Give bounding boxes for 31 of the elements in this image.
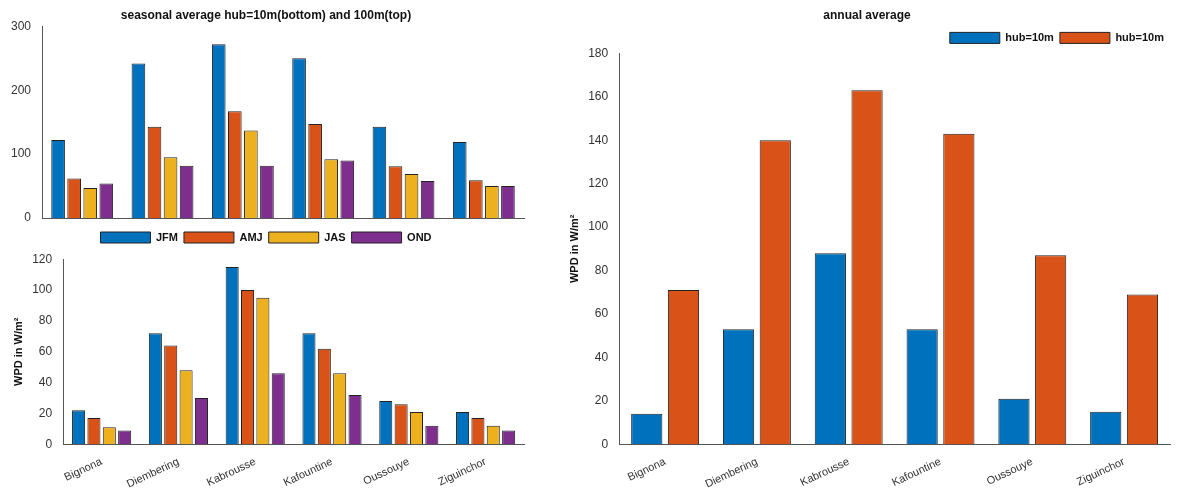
chart-title: annual average (823, 7, 912, 22)
y-tick-label: 100 (588, 219, 609, 234)
y-tick-label: 180 (588, 45, 609, 60)
y-axis-title: WPD in W/m² (567, 214, 580, 284)
chart-title: seasonal average hub=10m(bottom) and 100m(top) (120, 7, 412, 22)
legend-label: JAS (324, 230, 346, 243)
y-tick-label: 80 (38, 313, 53, 328)
y-tick-label: 20 (38, 405, 53, 420)
legend-label: hub=10m (1005, 30, 1055, 43)
y-tick-label: 120 (588, 176, 609, 190)
y-tick-label: 300 (10, 18, 32, 33)
y-tick-label: 60 (38, 344, 53, 359)
y-tick-label: 40 (594, 349, 609, 364)
y-tick-label: 100 (32, 282, 53, 297)
y-tick-label: 0 (24, 210, 32, 225)
y-tick-label: 100 (10, 146, 32, 161)
legend-label: JFM (155, 230, 178, 243)
legend-label: AMJ (239, 230, 263, 243)
y-tick-label: 140 (588, 132, 609, 147)
legend-label: hub=10m (1115, 30, 1165, 43)
y-tick-label: 60 (594, 306, 609, 321)
y-tick-label: 40 (38, 374, 53, 389)
legend-label: OND (407, 230, 432, 243)
y-tick-label: 20 (594, 393, 609, 408)
y-tick-label: 80 (594, 262, 609, 277)
y-tick-label: 0 (45, 436, 53, 451)
y-tick-label: 0 (601, 436, 609, 451)
y-tick-label: 120 (32, 251, 53, 266)
y-axis-title: WPD in W/m² (11, 317, 24, 386)
y-tick-label: 200 (10, 82, 32, 97)
y-tick-label: 160 (588, 89, 609, 104)
